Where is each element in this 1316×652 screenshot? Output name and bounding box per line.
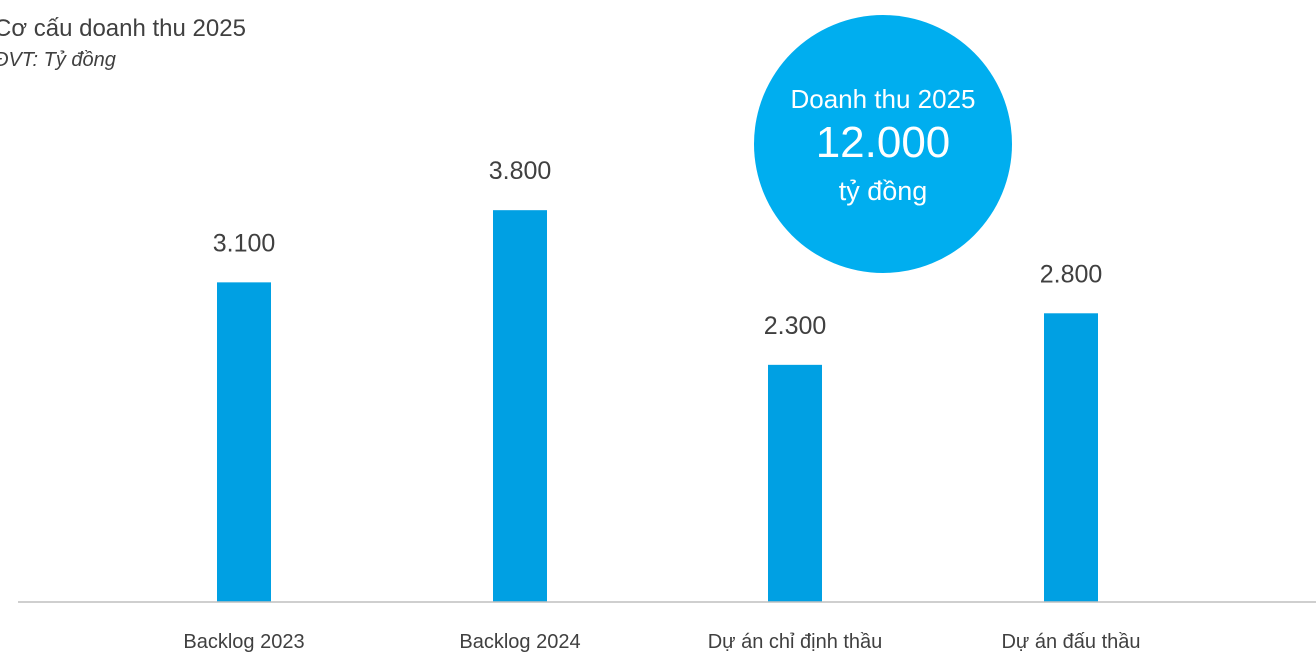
revenue-badge-value: 12.000 bbox=[816, 118, 951, 167]
category-label-4: Dự án đấu thầu bbox=[1001, 631, 1140, 652]
bars-layer: 3.100 Backlog 2023 3.800 Backlog 2024 2.300 D… bbox=[183, 157, 1140, 652]
bar-1 bbox=[217, 282, 271, 602]
revenue-badge-unit: tỷ đồng bbox=[839, 176, 928, 206]
bar-4 bbox=[1044, 313, 1098, 602]
category-label-2: Backlog 2024 bbox=[459, 631, 580, 652]
revenue-badge: Doanh thu 2025 12.000 tỷ đồng bbox=[754, 15, 1012, 273]
value-label-1: 3.100 bbox=[213, 229, 276, 257]
chart-title: Cơ cấu doanh thu 2025 bbox=[0, 15, 246, 42]
category-label-3: Dự án chỉ định thầu bbox=[708, 631, 883, 652]
bar-2 bbox=[493, 210, 547, 602]
value-label-3: 2.300 bbox=[764, 312, 827, 340]
bar-3 bbox=[768, 364, 822, 602]
category-label-1: Backlog 2023 bbox=[183, 631, 304, 652]
revenue-badge-circle bbox=[754, 15, 1012, 273]
value-label-2: 3.800 bbox=[489, 157, 552, 185]
value-label-4: 2.800 bbox=[1040, 260, 1103, 288]
chart-subtitle: ĐVT: Tỷ đồng bbox=[0, 49, 116, 71]
revenue-badge-title: Doanh thu 2025 bbox=[790, 84, 975, 114]
